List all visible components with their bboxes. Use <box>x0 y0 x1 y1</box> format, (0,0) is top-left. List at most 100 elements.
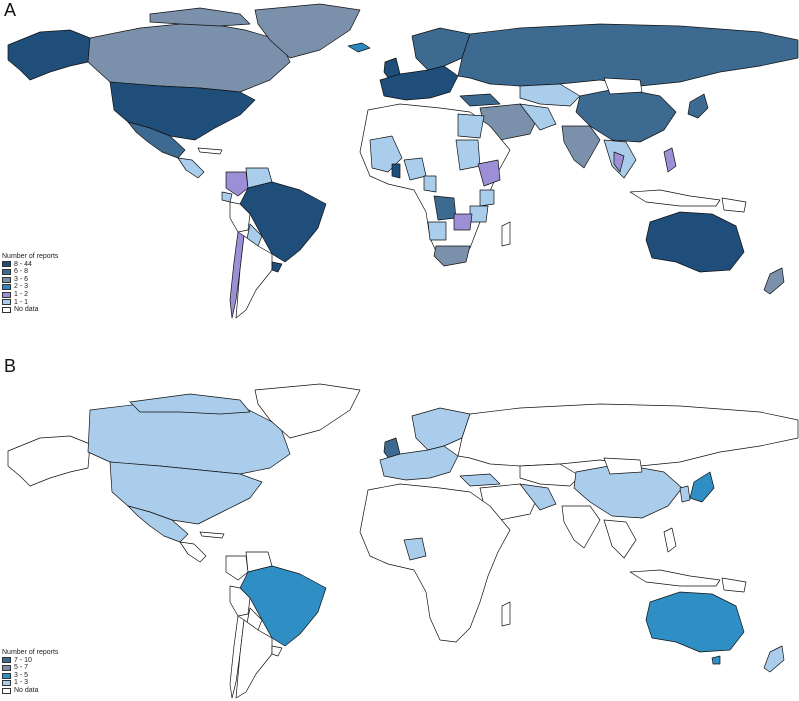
legend-swatch <box>2 261 11 268</box>
legend-entry: 5 - 7 <box>2 664 58 672</box>
panel-label-b: B <box>4 356 17 376</box>
region-scandinavia <box>411 407 471 451</box>
region-philippines <box>663 527 677 553</box>
legend-entry-label: No data <box>14 686 39 694</box>
legend-entry-label: 3 - 6 <box>14 275 29 283</box>
legend-entry-label: 1 - 2 <box>14 290 29 298</box>
region-australia <box>645 211 745 273</box>
legend-entry: 3 - 5 <box>2 672 58 680</box>
legend-entry: 3 - 6 <box>2 276 58 284</box>
region-india <box>561 505 601 549</box>
region-thailand <box>613 151 625 173</box>
legend-entry-label: 1 - 3 <box>14 679 29 687</box>
region-png <box>721 197 747 213</box>
map-panel-b: B Number of reports 7 - 10 5 - 7 3 - 5 1… <box>0 356 799 701</box>
legend-swatch <box>2 687 11 694</box>
region-indonesia <box>629 569 721 587</box>
legend-swatch <box>2 680 11 687</box>
region-ethiopia <box>477 159 501 187</box>
region-japan <box>689 471 715 503</box>
region-iran <box>519 103 557 131</box>
region-mongolia <box>603 77 643 95</box>
legend-swatch <box>2 284 11 291</box>
region-uruguay <box>271 645 283 657</box>
region-canada <box>87 21 291 93</box>
legend-entry-label: 5 - 7 <box>14 664 29 672</box>
legend-entry: 2 - 3 <box>2 283 58 291</box>
region-central-america <box>177 157 205 179</box>
region-new-zealand <box>763 645 785 673</box>
region-ghana <box>391 163 401 179</box>
region-mongolia <box>603 457 643 475</box>
region-south-africa <box>433 245 471 267</box>
region-greenland <box>254 3 361 59</box>
world-map-b <box>7 383 799 699</box>
region-australia <box>645 591 745 653</box>
region-zambia <box>453 213 473 231</box>
legend-swatch <box>2 276 11 283</box>
region-korea <box>679 485 691 503</box>
region-cuba <box>197 147 223 155</box>
region-kazakhstan <box>519 463 581 487</box>
region-angola <box>427 221 447 241</box>
legend-entry: 8 - 44 <box>2 261 58 269</box>
region-arctic-islands <box>129 393 251 415</box>
region-western-europe <box>379 65 459 101</box>
region-madagascar <box>501 221 511 247</box>
region-iran <box>519 483 557 511</box>
region-kenya <box>479 189 495 207</box>
region-colombia <box>225 171 249 197</box>
legend-entry-label: 1 - 1 <box>14 298 29 306</box>
region-indonesia <box>629 189 721 207</box>
legend-b: Number of reports 7 - 10 5 - 7 3 - 5 1 -… <box>2 649 58 695</box>
region-tasmania <box>711 655 721 665</box>
legend-swatch <box>2 291 11 298</box>
region-russia <box>457 403 799 467</box>
region-iceland <box>347 42 371 53</box>
legend-entry: 1 - 1 <box>2 299 58 307</box>
legend-swatch <box>2 657 11 664</box>
legend-swatch <box>2 306 11 313</box>
legend-entry-label: 8 - 44 <box>14 260 32 268</box>
region-russia <box>457 23 799 87</box>
region-philippines <box>663 147 677 173</box>
region-scandinavia <box>411 27 471 71</box>
region-peru <box>229 585 251 617</box>
region-alaska <box>7 435 91 487</box>
legend-entry: 1 - 3 <box>2 679 58 687</box>
region-india <box>561 125 601 169</box>
legend-title: Number of reports <box>2 253 59 260</box>
region-drc <box>433 195 457 221</box>
region-africa <box>359 483 511 643</box>
region-cameroon <box>423 175 437 193</box>
region-china <box>573 463 683 519</box>
world-map-a <box>7 3 799 319</box>
legend-swatch <box>2 299 11 306</box>
panel-label-a: A <box>4 0 17 20</box>
region-new-zealand <box>763 267 785 295</box>
region-sudan <box>455 139 481 171</box>
legend-entry: No data <box>2 687 58 695</box>
legend-entry-label: 2 - 3 <box>14 283 29 291</box>
legend-entry-label: 3 - 5 <box>14 671 29 679</box>
legend-entry: 6 - 8 <box>2 268 58 276</box>
region-egypt <box>457 113 485 139</box>
region-cuba <box>199 531 225 539</box>
region-ecuador <box>221 191 233 203</box>
region-se-asia <box>603 519 637 559</box>
region-kazakhstan <box>519 83 581 107</box>
region-turkey <box>459 473 501 487</box>
legend-entry-label: 6 - 8 <box>14 268 29 276</box>
legend-swatch <box>2 268 11 275</box>
legend-entry: 7 - 10 <box>2 657 58 665</box>
region-png <box>721 577 747 593</box>
region-madagascar <box>501 601 511 627</box>
region-argentina <box>235 619 273 699</box>
legend-a: Number of reports 8 - 44 6 - 8 3 - 6 2 -… <box>2 253 58 314</box>
region-nigeria <box>403 537 427 561</box>
legend-title: Number of reports <box>2 649 59 656</box>
region-turkey <box>459 93 501 107</box>
legend-entry: No data <box>2 306 58 314</box>
legend-swatch <box>2 672 11 679</box>
map-panel-a: A Number of reports 8 - 44 6 - 8 3 - 6 2… <box>0 0 799 345</box>
